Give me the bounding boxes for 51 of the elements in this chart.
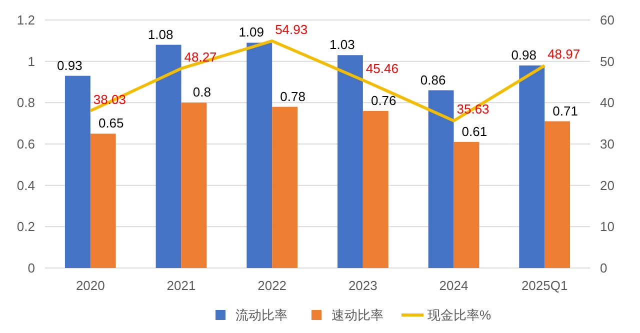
x-tick-label: 2020 <box>76 278 105 293</box>
y2-tick-label: 40 <box>600 95 614 110</box>
data-label: 45.46 <box>366 61 398 76</box>
bar <box>246 42 272 268</box>
bar <box>156 44 182 268</box>
bar <box>64 76 90 268</box>
y2-tick-label: 30 <box>600 136 614 152</box>
data-label: 48.27 <box>184 49 217 64</box>
x-tick-label: 2022 <box>258 278 287 293</box>
bar <box>272 106 298 268</box>
legend-label: 速动比率 <box>332 308 384 323</box>
data-label: 0.8 <box>192 84 212 100</box>
y2-tick-label: 0 <box>600 260 608 276</box>
y2-tick-label: 20 <box>600 178 614 193</box>
data-label: 0.86 <box>420 72 446 88</box>
y2-tick-label: 50 <box>600 54 614 69</box>
bar <box>90 134 116 268</box>
y2-tick-label: 60 <box>600 12 614 28</box>
bar <box>362 110 388 268</box>
y2-tick-label: 10 <box>600 219 614 234</box>
y-tick-label: 1.2 <box>16 12 35 28</box>
data-label: 54.93 <box>275 22 308 37</box>
legend-label: 流动比率 <box>236 308 288 323</box>
data-label: 0.65 <box>98 116 124 131</box>
bar <box>428 90 454 268</box>
x-tick-label: 2024 <box>439 278 468 293</box>
y-tick-label: 1 <box>28 54 35 69</box>
data-label: 1.08 <box>148 26 174 42</box>
data-label: 0.61 <box>462 124 488 139</box>
bar <box>337 55 363 268</box>
data-label: 0.98 <box>511 47 537 62</box>
data-label: 1.03 <box>330 37 355 52</box>
bar <box>181 102 207 268</box>
data-label: 0.93 <box>57 58 82 73</box>
bar <box>519 65 545 268</box>
y-tick-label: 0.2 <box>16 219 35 234</box>
data-label: 48.97 <box>548 46 580 62</box>
bar <box>454 142 480 268</box>
data-label: 0.76 <box>370 92 396 108</box>
y-tick-label: 0.4 <box>16 178 35 193</box>
x-tick-label: 2023 <box>348 278 378 293</box>
data-label: 0.71 <box>552 103 578 118</box>
data-label: 0.78 <box>280 88 306 104</box>
x-tick-label: 2025Q1 <box>521 278 568 293</box>
bar <box>544 121 570 268</box>
x-tick-label: 2021 <box>166 278 196 293</box>
y-tick-label: 0 <box>28 260 35 276</box>
data-label: 1.09 <box>238 24 264 40</box>
y-tick-label: 0.8 <box>16 95 35 110</box>
y-tick-label: 0.6 <box>16 136 35 152</box>
legend-label: 现金比率% <box>428 308 492 323</box>
